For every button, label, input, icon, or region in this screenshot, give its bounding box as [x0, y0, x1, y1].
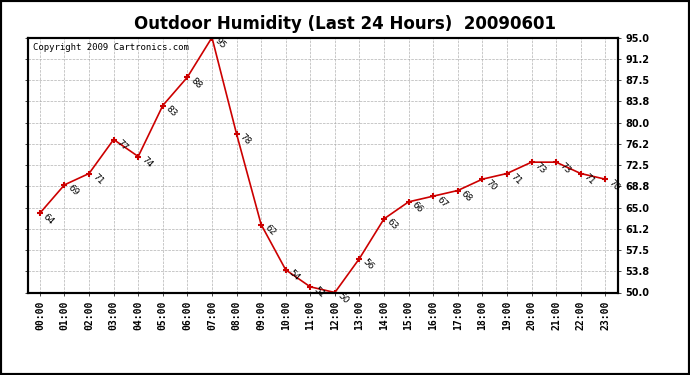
Text: 73: 73: [533, 161, 547, 175]
Text: Copyright 2009 Cartronics.com: Copyright 2009 Cartronics.com: [34, 43, 189, 52]
Text: 77: 77: [115, 138, 130, 153]
Text: 78: 78: [238, 132, 253, 147]
Text: 71: 71: [90, 172, 105, 187]
Text: 83: 83: [164, 104, 179, 118]
Text: 67: 67: [435, 195, 449, 209]
Text: 64: 64: [41, 212, 56, 226]
Text: 71: 71: [509, 172, 523, 187]
Text: Outdoor Humidity (Last 24 Hours)  20090601: Outdoor Humidity (Last 24 Hours) 2009060…: [134, 15, 556, 33]
Text: 74: 74: [139, 155, 154, 170]
Text: 71: 71: [582, 172, 597, 187]
Text: 70: 70: [607, 178, 621, 192]
Text: 69: 69: [66, 183, 80, 198]
Text: 62: 62: [262, 223, 277, 237]
Text: 50: 50: [336, 291, 351, 306]
Text: 54: 54: [287, 268, 302, 283]
Text: 73: 73: [558, 161, 572, 175]
Text: 51: 51: [312, 285, 326, 300]
Text: 95: 95: [213, 36, 228, 51]
Text: 56: 56: [361, 257, 375, 272]
Text: 70: 70: [484, 178, 498, 192]
Text: 88: 88: [189, 76, 204, 90]
Text: 68: 68: [459, 189, 473, 204]
Text: 63: 63: [386, 217, 400, 232]
Text: 66: 66: [410, 201, 424, 215]
